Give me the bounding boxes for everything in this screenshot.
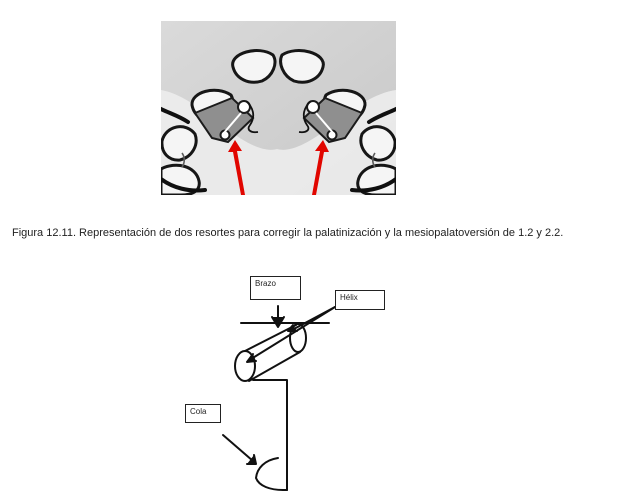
helix-arrow-head-lower <box>246 353 257 363</box>
spring-vertical-wire <box>252 379 288 491</box>
figure-caption: Figura 12.11. Representación de dos reso… <box>12 227 564 239</box>
brazo-label: Brazo <box>250 276 301 300</box>
spring-right <box>298 96 364 144</box>
helix-label: Hélix <box>335 290 385 310</box>
pointer-arrows <box>228 140 329 195</box>
helix-connector-top <box>244 324 297 352</box>
helix-label-text: Hélix <box>340 293 358 302</box>
brazo-label-text: Brazo <box>255 279 276 288</box>
spring-diagram: Brazo Hélix Cola <box>175 270 405 495</box>
photo-margin-marks <box>181 152 376 168</box>
appliance-baseplate-outline <box>159 107 398 193</box>
helix-connector-bottom <box>248 351 301 382</box>
dental-appliance-photo <box>159 21 398 197</box>
spring-left <box>193 96 259 144</box>
tail-hook <box>255 457 284 491</box>
helix-arrow-head-upper <box>287 324 298 332</box>
palate-surface <box>161 90 396 195</box>
tail-indicator-arrow-head <box>246 454 257 465</box>
tail-indicator-arrow-shaft <box>222 434 254 462</box>
cola-label-text: Cola <box>190 407 207 416</box>
arm-indicator-arrow-head <box>271 316 285 328</box>
cola-label: Cola <box>185 404 221 423</box>
helix-arrow-to-lower-coil <box>250 306 336 360</box>
